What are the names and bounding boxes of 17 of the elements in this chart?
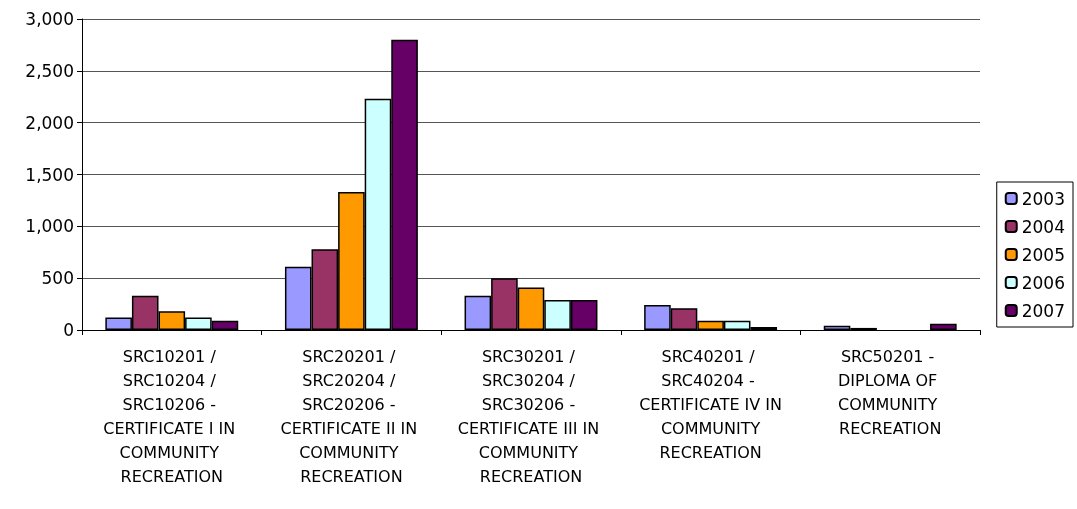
x-tick-label: SRC30201 / SRC30204 / SRC30206 - CERTIFICATE III IN COMMUNITY RECREATION [457,346,605,486]
legend-label: 2005 [1021,244,1065,265]
x-tick-label: SRC40201 / SRC40204 - CERTIFICATE IV IN COMMUNITY RECREATION [639,346,783,462]
y-tick-label: 2,000 [25,112,74,133]
x-tick-label: SRC10201 / SRC10204 / SRC10206 - CERTIFICATE I IN COMMUNITY RECREATION [103,346,241,486]
y-tick-label: 0 [63,320,74,340]
legend-label: 2003 [1021,188,1065,209]
y-tick-label: 500 [41,268,74,289]
legend-label: 2006 [1021,272,1065,293]
y-tick-label: 2,500 [25,60,74,81]
y-tick-label: 1,500 [25,164,74,185]
x-tick-label: SRC50201 - DIPLOMA OF COMMUNITY RECREATION [838,346,943,438]
x-tick-label: SRC20201 / SRC20204 / SRC20206 - CERTIFICATE II IN COMMUNITY RECREATION [280,346,423,486]
y-tick-label: 3,000 [25,9,74,29]
legend-label: 2004 [1021,216,1065,237]
legend-label: 2007 [1021,300,1065,321]
y-tick-label: 1,000 [25,216,74,237]
